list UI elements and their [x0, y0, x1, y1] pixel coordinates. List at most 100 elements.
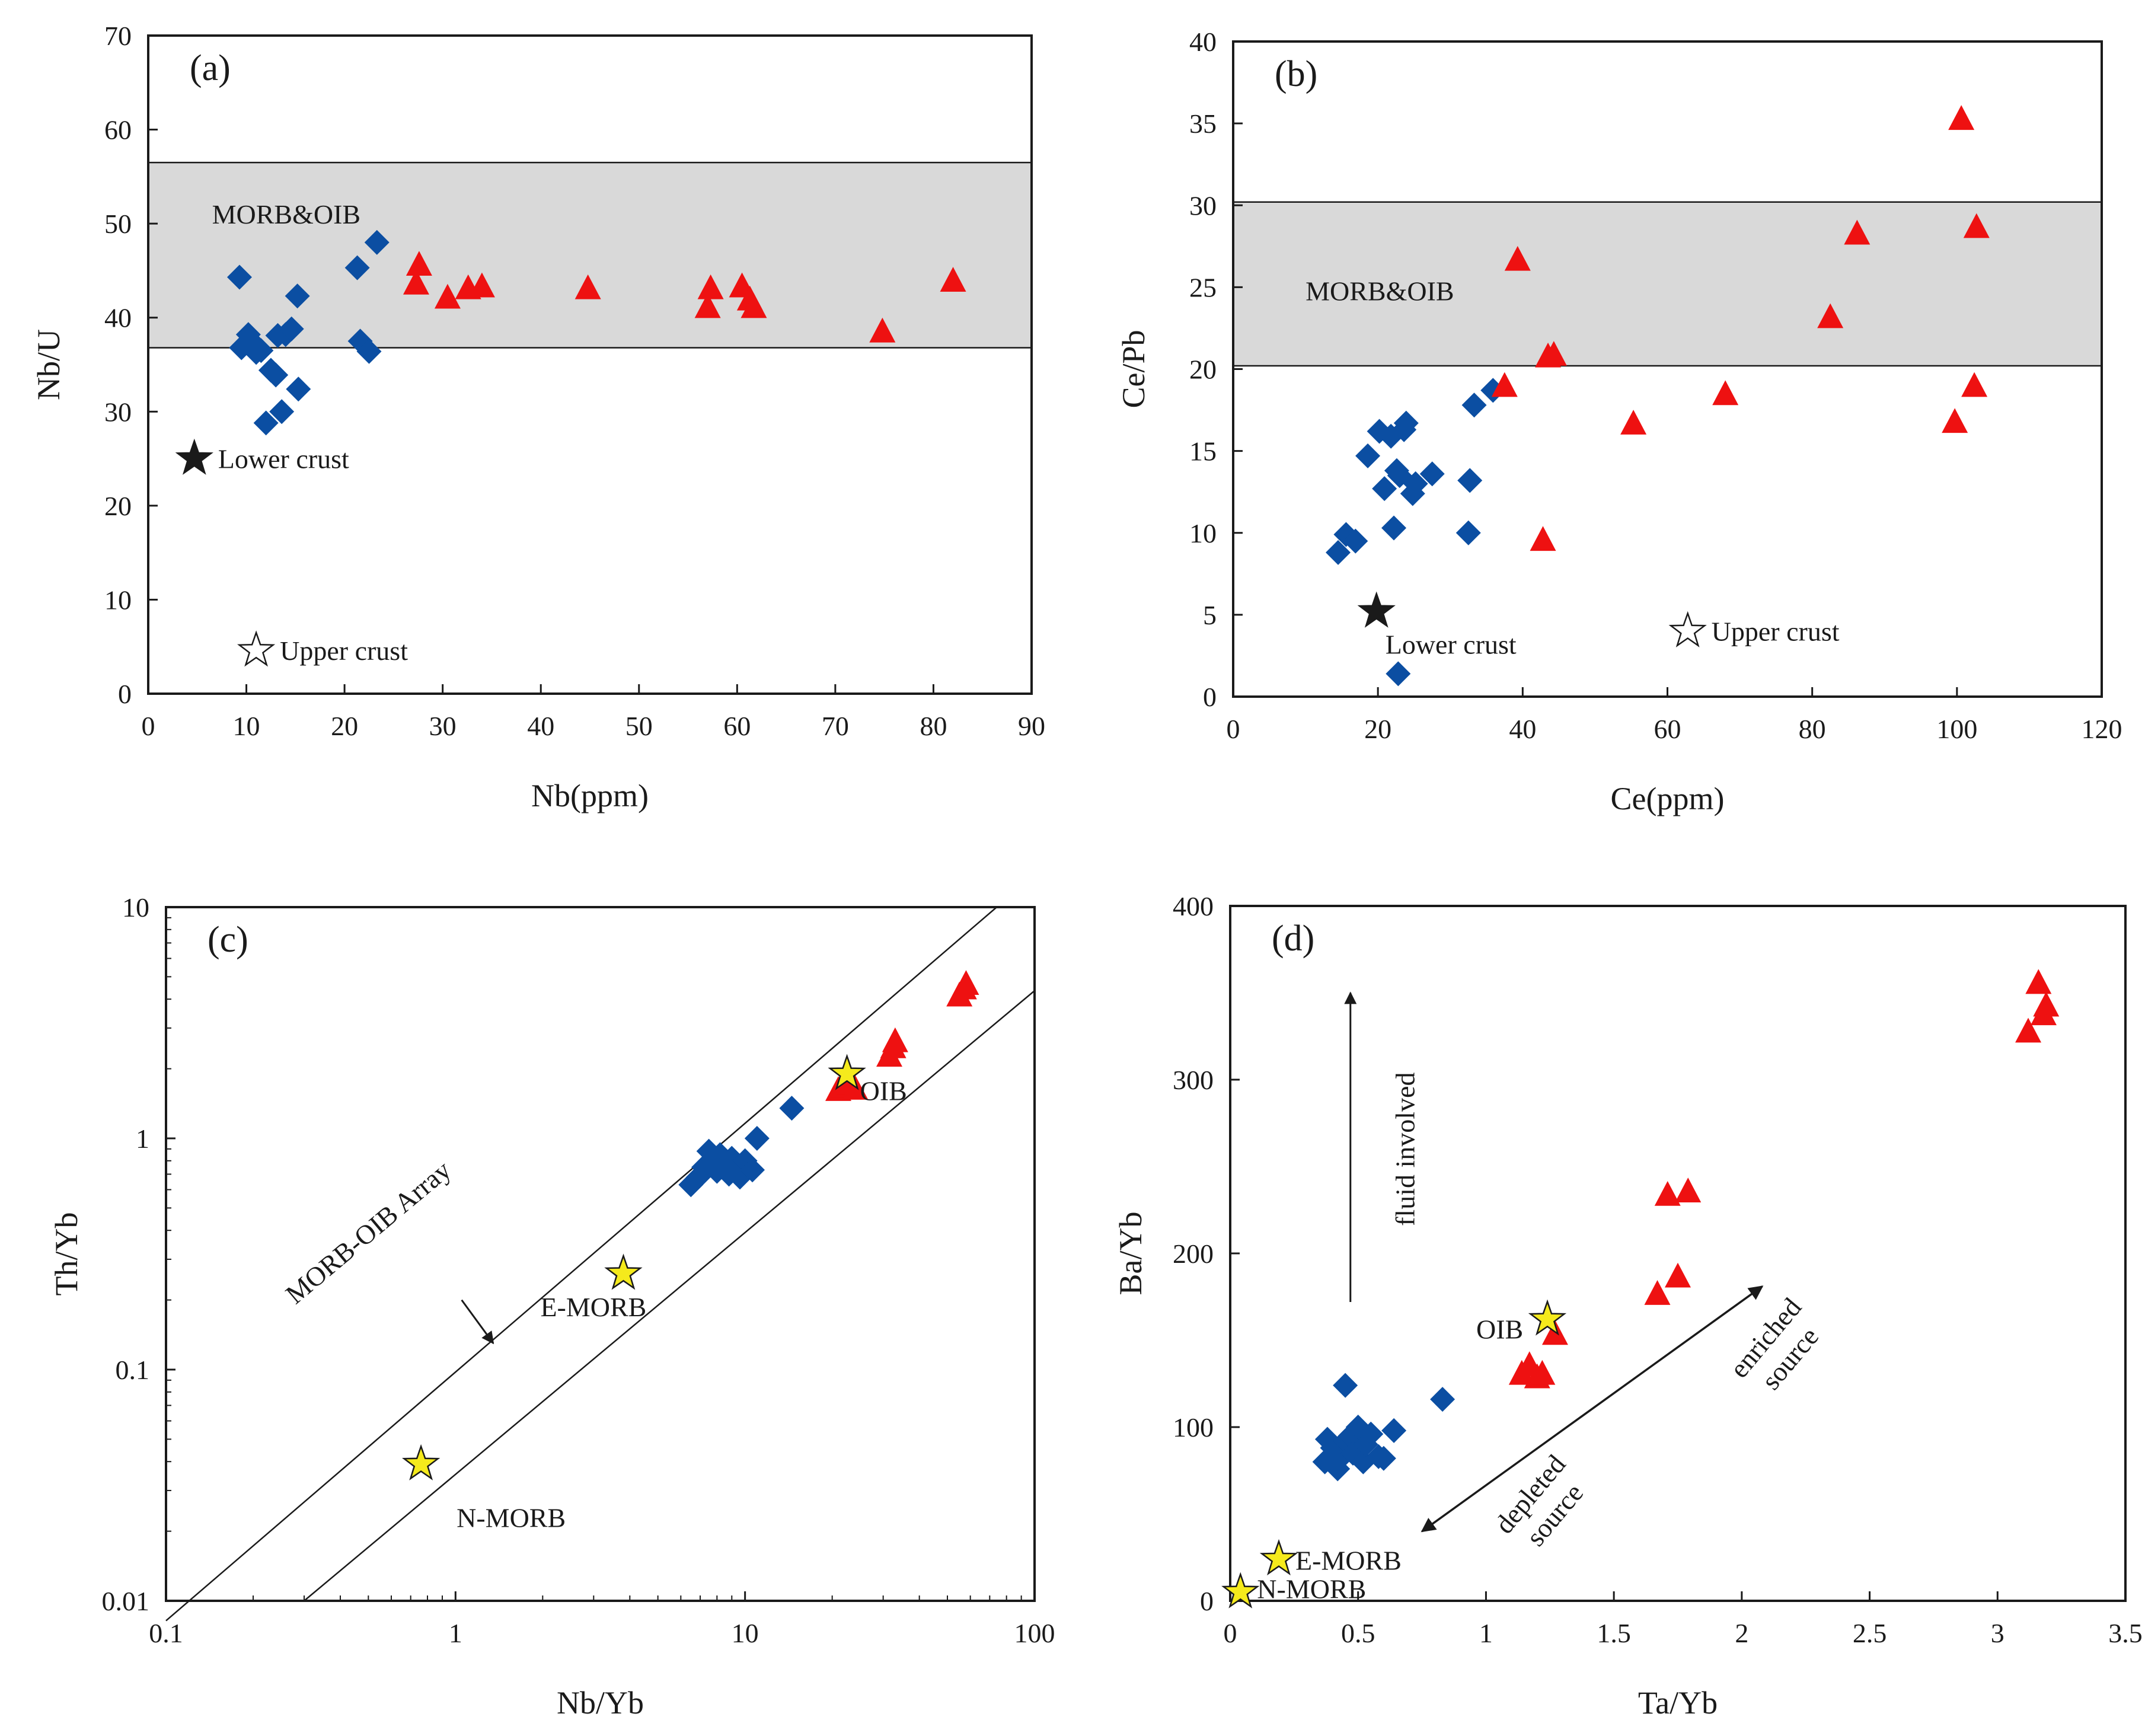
blue-diamond-marker	[286, 376, 311, 402]
blue-diamond-marker	[1403, 471, 1428, 496]
y-tick-label: 25	[1189, 272, 1217, 302]
lower-crust-label: Lower crust	[218, 444, 349, 474]
x-tick-label: 40	[1509, 714, 1536, 744]
blue-diamond-series	[226, 229, 390, 436]
y-tick-label: 0.1	[116, 1355, 150, 1385]
red-triangle-marker	[1844, 219, 1871, 245]
blue-diamond-marker	[1343, 528, 1368, 554]
red-triangle-marker	[940, 267, 966, 292]
x-tick-label: 10	[732, 1618, 759, 1648]
lower-crust-icon	[1357, 591, 1396, 628]
plot-frame	[1229, 905, 2127, 1602]
y-tick-label: 50	[104, 209, 132, 239]
x-tick-label: 70	[822, 711, 849, 741]
red-triangle-marker	[1529, 1360, 1556, 1385]
y-axis-label: Th/Yb	[49, 1212, 84, 1296]
y-tick-label: 0	[1203, 682, 1217, 712]
x-axis-label: Nb(ppm)	[531, 778, 649, 813]
y-axis-label: Nb/U	[31, 329, 66, 400]
y-tick-label: 40	[104, 303, 132, 333]
x-tick-label: 0	[142, 711, 155, 741]
n-morb-star-icon	[401, 1444, 441, 1480]
x-tick-label: 0	[1227, 714, 1240, 744]
red-triangle-marker	[1540, 341, 1567, 366]
array-arrow	[461, 1299, 494, 1345]
red-triangle-marker	[694, 293, 721, 318]
blue-diamond-marker	[253, 410, 279, 436]
blue-diamond-marker	[226, 264, 252, 290]
x-tick-label: 0	[1224, 1618, 1237, 1648]
blue-diamond-marker	[279, 316, 304, 342]
y-tick-label: 400	[1173, 891, 1214, 921]
red-triangle-marker	[1654, 1181, 1681, 1206]
blue-diamond-marker	[1393, 410, 1419, 436]
panel-label: (a)	[190, 48, 231, 88]
red-triangle-marker	[1491, 372, 1518, 397]
red-triangle-marker	[574, 274, 601, 299]
blue-diamond-marker	[1381, 1418, 1407, 1443]
x-tick-label: 0.5	[1341, 1618, 1375, 1648]
blue-diamond-marker	[1333, 1373, 1358, 1398]
y-tick-label: 0.01	[102, 1586, 150, 1616]
red-triangle-marker	[1817, 303, 1844, 328]
x-tick-label: 0.1	[149, 1618, 183, 1648]
y-tick-label: 10	[1189, 518, 1217, 548]
oib-star-label: OIB	[1476, 1314, 1523, 1344]
red-triangle-marker	[2033, 991, 2060, 1017]
y-tick-label: 15	[1189, 436, 1217, 467]
blue-diamond-marker	[248, 338, 274, 363]
y-tick-label: 35	[1189, 108, 1217, 139]
blue-diamond-marker	[1372, 476, 1397, 502]
x-axis-label: Ce(ppm)	[1611, 781, 1725, 816]
x-tick-label: 80	[1799, 714, 1826, 744]
red-triangle-marker	[1712, 380, 1739, 406]
y-tick-label: 5	[1203, 600, 1217, 630]
x-tick-label: 10	[233, 711, 260, 741]
blue-diamond-marker	[740, 1157, 765, 1183]
panel-label: (d)	[1272, 918, 1314, 959]
x-tick-label: 120	[2082, 714, 2122, 744]
panel-b: MORB&OIB 0 20 40 60 80 100 120 0 5 10 15 20 25 30 35 40 C…	[1116, 27, 2122, 816]
x-tick-label: 2.5	[1853, 1618, 1887, 1648]
red-triangle-marker	[1675, 1177, 1702, 1202]
red-triangle-marker	[1942, 408, 1968, 433]
upper-crust-icon	[237, 630, 276, 667]
y-tick-label: 10	[122, 892, 149, 923]
x-tick-label: 40	[527, 711, 554, 741]
n-morb-star-label: N-MORB	[457, 1502, 566, 1533]
blue-diamond-marker	[1386, 661, 1411, 687]
blue-diamond-marker	[263, 362, 289, 388]
blue-diamond-marker	[1461, 392, 1487, 418]
y-axis-label: Ce/Pb	[1116, 330, 1151, 408]
blue-diamond-marker	[1371, 1445, 1396, 1471]
blue-diamond-marker	[285, 283, 310, 309]
blue-diamond-marker	[356, 339, 382, 364]
upper-crust-label: Upper crust	[280, 636, 408, 666]
red-triangle-series	[1508, 969, 2060, 1389]
blue-diamond-marker	[1419, 461, 1445, 487]
panel-label: (c)	[208, 920, 248, 960]
panel-d: 0 0.5 1 1.5 2 2.5 3 3.5 0 100 200 300 400 Ta/Yb Ba/Yb (…	[1113, 891, 2143, 1721]
red-triangle-marker	[953, 970, 979, 995]
plot-frame	[165, 906, 1036, 1602]
x-tick-label: 20	[331, 711, 358, 741]
red-triangle-marker	[1620, 410, 1647, 435]
y-tick-label: 10	[104, 585, 132, 615]
blue-diamond-marker	[1430, 1387, 1455, 1412]
x-tick-label: 3.5	[2108, 1618, 2143, 1648]
blue-diamond-marker	[1457, 468, 1483, 493]
n-morb-star-icon	[1221, 1572, 1260, 1609]
y-tick-label: 30	[1189, 190, 1217, 221]
y-tick-label: 20	[104, 491, 132, 521]
panel-label: (b)	[1275, 54, 1317, 94]
blue-diamond-series	[678, 1096, 805, 1198]
blue-diamond-marker	[779, 1096, 805, 1121]
blue-diamond-marker	[1355, 443, 1381, 468]
y-tick-label: 100	[1173, 1412, 1214, 1443]
x-tick-label: 2	[1735, 1618, 1748, 1648]
e-morb-star-label: E-MORB	[1295, 1546, 1402, 1576]
y-axis-label: Ba/Yb	[1113, 1212, 1148, 1295]
upper-crust-icon	[1668, 611, 1707, 647]
x-tick-label: 90	[1018, 711, 1045, 741]
